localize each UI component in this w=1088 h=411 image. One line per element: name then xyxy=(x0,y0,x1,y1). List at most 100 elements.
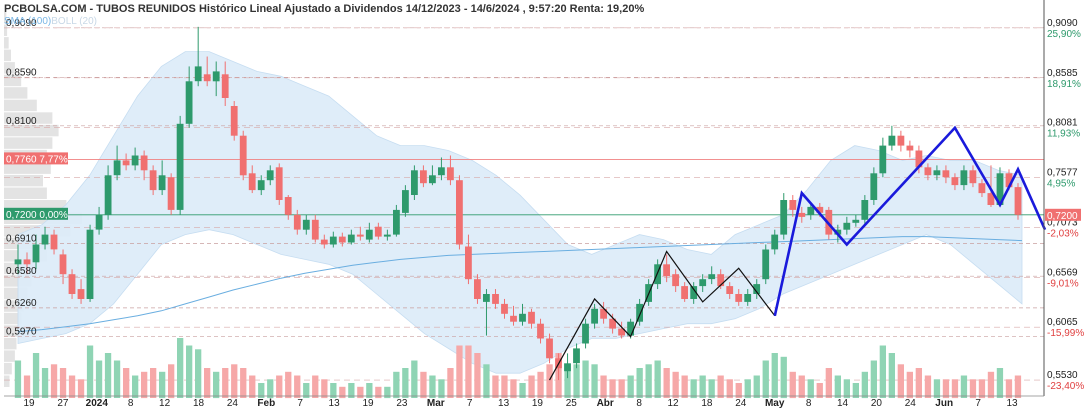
candle-body xyxy=(798,212,806,217)
candle-body xyxy=(636,303,643,322)
right-pct-label: -9,01% xyxy=(1047,278,1079,289)
left-price-label: 0,6910 xyxy=(6,234,37,245)
x-tick-label: 7 xyxy=(467,398,473,409)
volume-bar xyxy=(474,353,481,398)
candle-body xyxy=(483,294,490,302)
x-tick-label: 2024 xyxy=(86,398,109,409)
candle-body xyxy=(888,135,896,146)
volume-bar xyxy=(186,345,193,398)
volume-profile-bar xyxy=(4,375,10,387)
volume-bar xyxy=(447,368,454,398)
candle-body xyxy=(969,170,977,184)
volume-bar xyxy=(411,360,418,398)
x-tick-label: 18 xyxy=(193,398,205,409)
volume-bar xyxy=(519,383,526,398)
volume-profile-bar xyxy=(4,49,11,62)
volume-bar xyxy=(915,368,922,398)
candle-body xyxy=(311,219,319,240)
volume-bar xyxy=(213,371,220,399)
volume-bar xyxy=(222,368,229,398)
volume-bars xyxy=(14,338,1022,399)
candle-body xyxy=(510,315,517,322)
volume-profile-bar xyxy=(4,325,18,337)
volume-profile-bar xyxy=(4,62,15,74)
volume-bar xyxy=(1014,375,1022,398)
candle-body xyxy=(717,274,725,287)
candle-body xyxy=(59,254,67,275)
volume-bar xyxy=(339,386,346,399)
x-tick-label: 19 xyxy=(532,398,544,409)
bollinger-area xyxy=(17,51,1023,374)
candle-body xyxy=(113,160,121,176)
volume-bar xyxy=(141,371,148,399)
volume-bar xyxy=(50,364,58,399)
candle-body xyxy=(897,135,905,146)
x-tick-label: 7 xyxy=(297,398,303,409)
volume-bar xyxy=(77,379,85,399)
volume-bar xyxy=(816,383,823,398)
volume-bar xyxy=(564,368,571,398)
volume-bar xyxy=(258,383,265,398)
x-tick-label: 24 xyxy=(227,398,239,409)
candle-body xyxy=(411,170,418,195)
volume-bar xyxy=(789,371,796,399)
volume-bar xyxy=(744,379,751,399)
volume-bar xyxy=(348,383,355,398)
x-tick-label: 23 xyxy=(396,398,408,409)
x-tick-label: Mar xyxy=(427,398,445,409)
candle-body xyxy=(771,234,779,250)
candle-body xyxy=(104,175,112,215)
volume-bar xyxy=(150,368,157,398)
candle-body xyxy=(257,180,265,191)
right-price-label: 0,5530 xyxy=(1047,370,1078,381)
candle-body xyxy=(212,71,220,82)
volume-bar xyxy=(303,383,310,398)
volume-bar xyxy=(690,379,697,399)
volume-bar xyxy=(771,353,778,398)
candle-body xyxy=(942,170,950,178)
right-price-label: 0,6065 xyxy=(1047,317,1078,328)
volume-bar xyxy=(780,356,787,399)
x-tick-label: 19 xyxy=(23,398,35,409)
x-tick-label: 20 xyxy=(871,398,883,409)
candle-body xyxy=(275,167,283,200)
volume-bar xyxy=(879,345,886,398)
candle-body xyxy=(456,180,463,245)
candle-body xyxy=(528,311,535,324)
volume-bar xyxy=(14,360,22,398)
candle-body xyxy=(284,197,292,215)
volume-bar xyxy=(204,368,211,398)
candle-body xyxy=(429,175,436,184)
candle-body xyxy=(1005,173,1013,188)
candle-body xyxy=(239,135,247,176)
volume-bar xyxy=(86,345,94,398)
volume-profile-bar xyxy=(4,312,22,325)
candle-body xyxy=(167,177,175,210)
x-tick-label: May xyxy=(765,398,785,409)
candle-body xyxy=(699,279,707,287)
right-price-label: 0,6569 xyxy=(1047,267,1078,278)
volume-bar xyxy=(267,379,274,399)
volume-bar xyxy=(726,379,733,399)
candle-body xyxy=(852,219,860,223)
volume-profile-bar xyxy=(4,12,7,24)
x-tick-label: 13 xyxy=(329,398,341,409)
candle-body xyxy=(194,66,202,82)
bollinger-band xyxy=(17,51,1023,374)
volume-bar xyxy=(384,386,391,399)
volume-bar xyxy=(636,368,643,398)
last-price-tag-bg xyxy=(1045,208,1081,221)
x-tick-label: 13 xyxy=(498,398,510,409)
volume-bar xyxy=(23,375,31,398)
candle-body xyxy=(987,193,995,205)
volume-profile-bar xyxy=(4,37,9,49)
volume-bar xyxy=(312,375,319,398)
candle-body xyxy=(879,145,887,174)
volume-bar xyxy=(113,360,121,398)
candle-body xyxy=(690,286,698,299)
volume-bar xyxy=(537,371,544,399)
candle-body xyxy=(681,286,688,299)
volume-bar xyxy=(104,353,112,398)
volume-bar xyxy=(582,360,589,398)
candle-body xyxy=(807,206,815,215)
